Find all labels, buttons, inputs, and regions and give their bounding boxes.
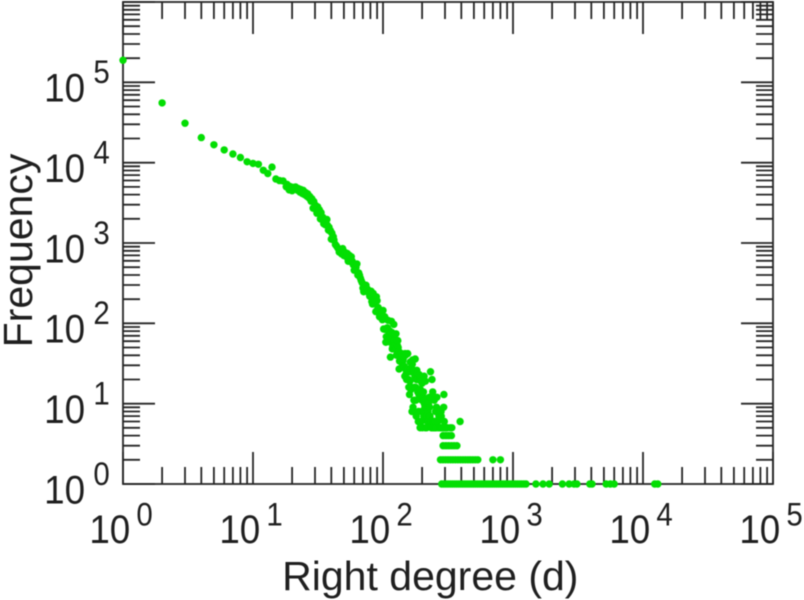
svg-text:1: 1	[93, 375, 109, 411]
svg-text:10: 10	[739, 507, 780, 552]
svg-text:3: 3	[526, 496, 542, 532]
svg-text:2: 2	[93, 295, 109, 331]
svg-text:1: 1	[266, 496, 282, 532]
svg-text:10: 10	[44, 468, 85, 513]
svg-text:10: 10	[44, 388, 85, 433]
svg-text:2: 2	[396, 496, 412, 532]
svg-text:4: 4	[93, 134, 109, 170]
svg-text:3: 3	[93, 215, 109, 251]
svg-text:4: 4	[656, 496, 672, 532]
svg-text:10: 10	[479, 507, 520, 552]
svg-text:5: 5	[786, 496, 802, 532]
svg-text:Frequency: Frequency	[0, 153, 41, 347]
svg-text:10: 10	[609, 507, 650, 552]
svg-text:5: 5	[93, 54, 109, 90]
svg-text:10: 10	[349, 507, 390, 552]
svg-text:10: 10	[219, 507, 260, 552]
svg-text:Right degree (d): Right degree (d)	[282, 553, 578, 599]
svg-text:10: 10	[44, 147, 85, 192]
svg-text:10: 10	[44, 227, 85, 272]
svg-text:10: 10	[89, 507, 130, 552]
svg-text:0: 0	[93, 456, 109, 492]
svg-text:10: 10	[44, 307, 85, 352]
svg-text:10: 10	[44, 66, 85, 111]
svg-text:0: 0	[136, 496, 152, 532]
